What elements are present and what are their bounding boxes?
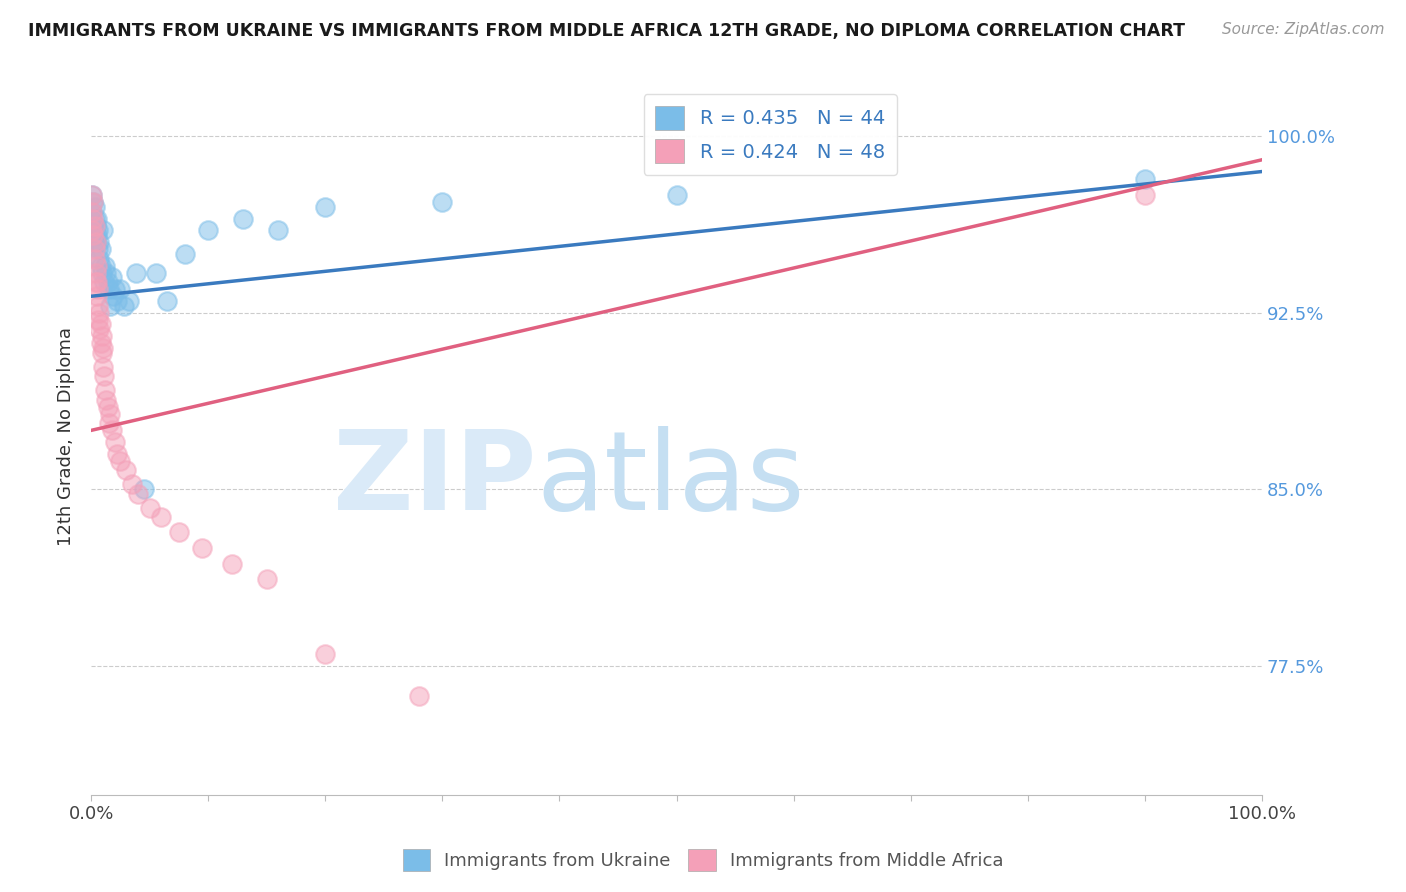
Point bbox=[432, 195, 454, 210]
Point bbox=[156, 293, 179, 308]
Point bbox=[314, 200, 336, 214]
Point bbox=[84, 266, 107, 280]
Point bbox=[89, 336, 111, 351]
Point bbox=[82, 228, 104, 243]
Point bbox=[83, 219, 105, 233]
Point bbox=[98, 299, 121, 313]
Point bbox=[103, 435, 125, 450]
Point bbox=[91, 223, 114, 237]
Point bbox=[1133, 171, 1156, 186]
Point bbox=[82, 188, 104, 202]
Point bbox=[93, 369, 115, 384]
Text: IMMIGRANTS FROM UKRAINE VS IMMIGRANTS FROM MIDDLE AFRICA 12TH GRADE, NO DIPLOMA : IMMIGRANTS FROM UKRAINE VS IMMIGRANTS FR… bbox=[28, 22, 1185, 40]
Text: atlas: atlas bbox=[536, 425, 804, 533]
Point bbox=[89, 306, 111, 320]
Point bbox=[94, 259, 117, 273]
Point bbox=[86, 275, 108, 289]
Point bbox=[101, 423, 124, 437]
Point bbox=[82, 204, 104, 219]
Point bbox=[82, 195, 104, 210]
Point bbox=[97, 282, 120, 296]
Point bbox=[83, 228, 105, 243]
Point bbox=[121, 477, 143, 491]
Point bbox=[94, 384, 117, 398]
Point bbox=[89, 318, 111, 332]
Point bbox=[98, 407, 121, 421]
Point bbox=[105, 447, 128, 461]
Point bbox=[167, 524, 190, 539]
Point bbox=[84, 235, 107, 249]
Point bbox=[232, 211, 254, 226]
Point bbox=[89, 242, 111, 256]
Point bbox=[115, 463, 138, 477]
Point bbox=[173, 247, 195, 261]
Point bbox=[101, 270, 124, 285]
Point bbox=[82, 223, 104, 237]
Point bbox=[267, 223, 290, 237]
Point bbox=[84, 235, 107, 249]
Point bbox=[110, 454, 132, 468]
Point bbox=[93, 275, 115, 289]
Point bbox=[90, 329, 112, 343]
Point bbox=[90, 266, 112, 280]
Point bbox=[86, 228, 108, 243]
Point bbox=[132, 482, 155, 496]
Point bbox=[138, 501, 160, 516]
Point bbox=[82, 211, 104, 226]
Point bbox=[112, 299, 135, 313]
Point bbox=[96, 392, 118, 407]
Point bbox=[314, 647, 336, 661]
Point bbox=[90, 345, 112, 359]
Point bbox=[124, 266, 146, 280]
Point bbox=[221, 558, 243, 572]
Point bbox=[145, 266, 167, 280]
Point bbox=[96, 275, 118, 289]
Point bbox=[91, 359, 114, 374]
Point bbox=[84, 275, 107, 289]
Point bbox=[83, 211, 105, 226]
Point bbox=[87, 299, 110, 313]
Point bbox=[83, 242, 105, 256]
Point bbox=[665, 188, 688, 202]
Point bbox=[96, 266, 118, 280]
Point bbox=[408, 690, 430, 704]
Point bbox=[1133, 188, 1156, 202]
Point bbox=[89, 235, 111, 249]
Point bbox=[197, 223, 219, 237]
Point bbox=[89, 252, 111, 266]
Point bbox=[83, 200, 105, 214]
Point bbox=[82, 188, 104, 202]
Point bbox=[110, 282, 132, 296]
Point bbox=[87, 282, 110, 296]
Point bbox=[103, 282, 125, 296]
Point bbox=[82, 195, 104, 210]
Point bbox=[256, 572, 278, 586]
Point bbox=[86, 211, 108, 226]
Point bbox=[87, 242, 110, 256]
Text: Source: ZipAtlas.com: Source: ZipAtlas.com bbox=[1222, 22, 1385, 37]
Legend: Immigrants from Ukraine, Immigrants from Middle Africa: Immigrants from Ukraine, Immigrants from… bbox=[395, 842, 1011, 879]
Point bbox=[91, 341, 114, 355]
Point bbox=[103, 289, 125, 303]
Point bbox=[86, 289, 108, 303]
Point bbox=[87, 313, 110, 327]
Point bbox=[97, 417, 120, 431]
Point bbox=[105, 293, 128, 308]
Point bbox=[117, 293, 139, 308]
Point bbox=[127, 487, 149, 501]
Point bbox=[82, 223, 104, 237]
Point bbox=[191, 541, 214, 555]
Text: ZIP: ZIP bbox=[333, 425, 536, 533]
Legend: R = 0.435   N = 44, R = 0.424   N = 48: R = 0.435 N = 44, R = 0.424 N = 48 bbox=[644, 95, 897, 175]
Point bbox=[87, 223, 110, 237]
Point bbox=[150, 510, 173, 524]
Point bbox=[83, 252, 105, 266]
Point bbox=[84, 219, 107, 233]
Point bbox=[96, 400, 118, 414]
Point bbox=[89, 259, 111, 273]
Point bbox=[82, 204, 104, 219]
Point bbox=[86, 259, 108, 273]
Point bbox=[89, 322, 111, 336]
Y-axis label: 12th Grade, No Diploma: 12th Grade, No Diploma bbox=[58, 326, 75, 546]
